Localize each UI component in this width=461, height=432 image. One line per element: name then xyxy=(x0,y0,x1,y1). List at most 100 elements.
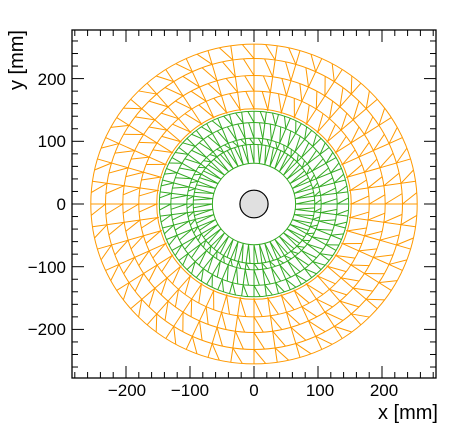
x-tick-label: 200 xyxy=(370,381,398,400)
outer-layer-stereo-strip xyxy=(253,332,266,350)
inner-layer-stereo-strip xyxy=(174,220,190,231)
outer-layer-stereo-strip xyxy=(205,306,209,325)
outer-layer-spoke xyxy=(97,158,163,178)
inner-layer-stereo-strip xyxy=(203,170,222,180)
inner-layer-stereo-strip xyxy=(271,112,277,126)
outer-layer-stereo-strip xyxy=(216,327,223,347)
inner-layer-stereo-strip xyxy=(159,192,172,199)
outer-layer-stereo-strip xyxy=(164,87,184,97)
outer-layer-spoke xyxy=(185,289,215,350)
outer-layer-stereo-strip xyxy=(161,135,181,143)
inner-layer-stereo-strip xyxy=(179,228,193,241)
outer-layer-stereo-strip xyxy=(221,312,227,330)
inner-layer-stereo-strip xyxy=(226,239,234,258)
outer-layer-stereo-strip xyxy=(353,287,373,292)
inner-layer-stereo-strip xyxy=(319,253,333,257)
outer-layer-spoke xyxy=(280,294,301,358)
outer-layer-stereo-strip xyxy=(342,149,356,165)
outer-layer-stereo-strip xyxy=(331,63,335,82)
outer-layer-spoke xyxy=(305,282,343,339)
outer-layer xyxy=(90,43,418,365)
inner-layer-stereo-strip xyxy=(211,120,223,130)
outer-layer-stereo-strip xyxy=(339,300,360,308)
inner-layer-stereo-strip xyxy=(160,182,174,187)
outer-layer-stereo-strip xyxy=(295,343,312,355)
inner-layer-stereo-strip xyxy=(187,211,195,218)
inner-layer-stereo-strip xyxy=(261,262,268,269)
inner-layer-stereo-strip xyxy=(207,256,214,272)
outer-layer-stereo-strip xyxy=(267,298,279,315)
inner-layer-stereo-strip xyxy=(221,279,225,292)
outer-layer-stereo-strip xyxy=(400,169,414,184)
inner-layer-stereo-strip xyxy=(184,158,201,165)
outer-layer-stereo-strip xyxy=(148,264,158,282)
inner-layer-stereo-strip xyxy=(253,244,259,264)
inner-layer-stereo-strip xyxy=(190,180,198,184)
inner-layer-stereo-strip xyxy=(301,142,310,158)
inner-layer-stereo-strip xyxy=(284,255,292,260)
inner-layer-stereo-strip xyxy=(207,135,221,148)
inner-layer-stereo-strip xyxy=(314,207,322,213)
inner-layer-stereo-strip xyxy=(248,244,251,264)
inner-layer-stereo-strip xyxy=(330,162,340,174)
inner-layer-stereo-strip xyxy=(296,245,305,248)
outer-layer-stereo-strip xyxy=(125,219,141,232)
outer-layer-stereo-strip xyxy=(363,116,374,135)
outer-layer-stereo-strip xyxy=(156,75,174,83)
outer-layer-spoke xyxy=(348,180,416,192)
outer-layer-stereo-strip xyxy=(134,273,145,292)
outer-layer-stereo-strip xyxy=(350,179,367,191)
outer-layer-stereo-strip xyxy=(367,176,383,189)
outer-layer-stereo-strip xyxy=(366,298,385,301)
x-axis-title: x [mm] xyxy=(378,402,438,424)
inner-layer-stereo-strip xyxy=(179,167,196,172)
inner-layer-stereo-strip xyxy=(294,255,310,266)
inner-layer-stereo-strip xyxy=(182,142,196,147)
outer-layer-stereo-strip xyxy=(123,107,142,110)
inner-layer-stereo-strip xyxy=(304,268,317,275)
inner-layer-stereo-strip xyxy=(279,235,295,250)
inner-layer-stereo-strip xyxy=(293,184,312,194)
outer-layer-stereo-strip xyxy=(305,67,309,88)
outer-layer-stereo-strip xyxy=(378,108,386,126)
inner-layer-stereo-strip xyxy=(311,158,324,172)
outer-layer-spoke xyxy=(341,137,403,166)
outer-layer-stereo-strip xyxy=(317,275,336,285)
inner-layer-stereo-strip xyxy=(159,203,172,211)
inner-layer-stereo-strip xyxy=(290,250,299,254)
outer-layer-stereo-strip xyxy=(350,126,360,144)
outer-layer-stereo-strip xyxy=(340,277,360,282)
inner-layer-stereo-strip xyxy=(289,223,309,231)
inner-layer-stereo-strip xyxy=(275,141,278,150)
outer-layer-stereo-strip xyxy=(114,150,135,154)
inner-layer-stereo-strip xyxy=(168,234,178,246)
outer-layer-stereo-strip xyxy=(339,87,344,107)
outer-layer-spoke xyxy=(130,98,182,143)
outer-layer-stereo-strip xyxy=(110,124,130,128)
outer-layer-stereo-strip xyxy=(351,313,370,318)
outer-layer-stereo-strip xyxy=(351,195,370,205)
outer-layer-stereo-strip xyxy=(316,298,333,308)
inner-layer-stereo-strip xyxy=(292,177,309,189)
inner-layer-stereo-strip xyxy=(262,269,271,285)
inner-layer-stereo-strip xyxy=(312,216,321,220)
inner-layer-stereo-strip xyxy=(321,198,338,205)
outer-layer-stereo-strip xyxy=(262,75,271,93)
inner-layer-stereo-strip xyxy=(241,243,244,263)
y-tick-label: 0 xyxy=(57,195,66,214)
inner-layer-stereo-strip xyxy=(172,186,190,189)
outer-layer-stereo-strip xyxy=(372,134,385,151)
inner-layer-stereo-strip xyxy=(226,264,229,282)
outer-layer-stereo-strip xyxy=(152,243,166,259)
inner-layer-stereo-strip xyxy=(296,154,299,162)
outer-layer-stereo-strip xyxy=(198,284,202,304)
inner-layer-stereo-strip xyxy=(264,243,274,261)
outer-layer-stereo-strip xyxy=(175,100,192,110)
outer-layer-stereo-strip xyxy=(301,306,318,318)
inner-layer-stereo-strip xyxy=(198,250,207,266)
outer-layer-stereo-strip xyxy=(352,100,360,120)
outer-layer-stereo-strip xyxy=(222,61,236,78)
outer-layer-stereo-strip xyxy=(245,91,255,109)
inner-layer-stereo-strip xyxy=(269,124,272,141)
outer-layer-stereo-strip xyxy=(138,203,157,213)
